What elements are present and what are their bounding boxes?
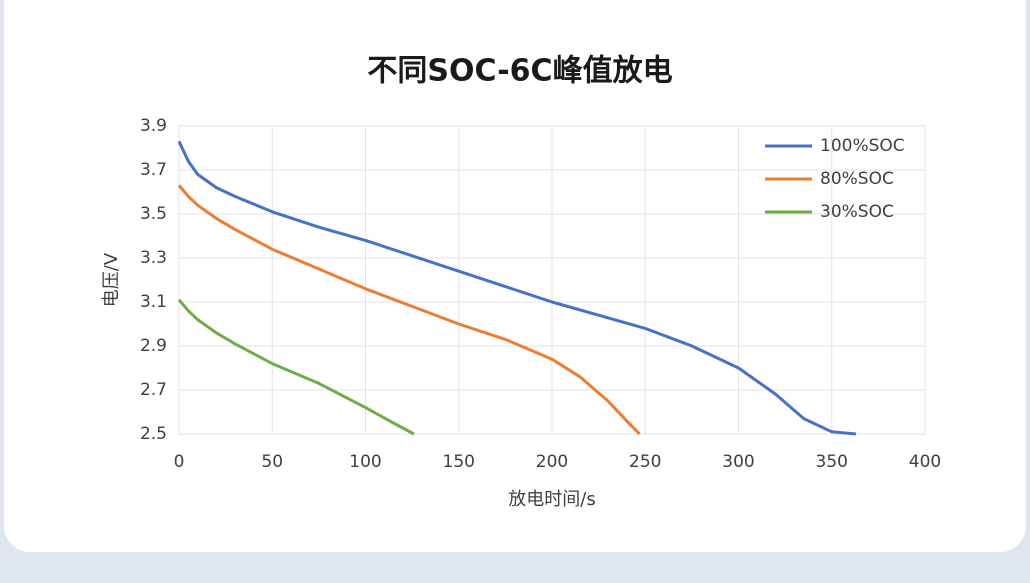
data-line — [177, 298, 415, 436]
x-tick-label: 400 — [909, 452, 941, 472]
data-line — [177, 140, 857, 436]
legend-label: 100%SOC — [820, 136, 905, 156]
legend-label: 30%SOC — [820, 202, 894, 222]
y-tick-label: 3.3 — [140, 248, 167, 268]
data-line — [177, 184, 641, 436]
chart-title: 不同SOC-6C峰值放电 — [367, 54, 672, 89]
y-tick-label: 3.9 — [140, 116, 167, 136]
y-tick-label: 2.9 — [140, 336, 167, 356]
y-tick-label: 3.1 — [140, 292, 167, 312]
card — [4, 0, 1026, 552]
y-tick-label: 3.7 — [140, 160, 167, 180]
y-axis-title: 电压/V — [101, 252, 122, 307]
x-axis-title: 放电时间/s — [508, 489, 595, 510]
x-tick-label: 0 — [174, 452, 185, 472]
x-tick-label: 200 — [536, 452, 568, 472]
x-tick-label: 50 — [261, 452, 283, 472]
y-tick-label: 3.5 — [140, 204, 167, 224]
y-tick-label: 2.5 — [140, 424, 167, 444]
x-tick-label: 300 — [722, 452, 754, 472]
legend-label: 80%SOC — [820, 169, 894, 189]
x-tick-label: 100 — [349, 452, 381, 472]
x-tick-label: 250 — [629, 452, 661, 472]
y-tick-label: 2.7 — [140, 380, 167, 400]
x-tick-label: 350 — [816, 452, 848, 472]
x-tick-label: 150 — [443, 452, 475, 472]
